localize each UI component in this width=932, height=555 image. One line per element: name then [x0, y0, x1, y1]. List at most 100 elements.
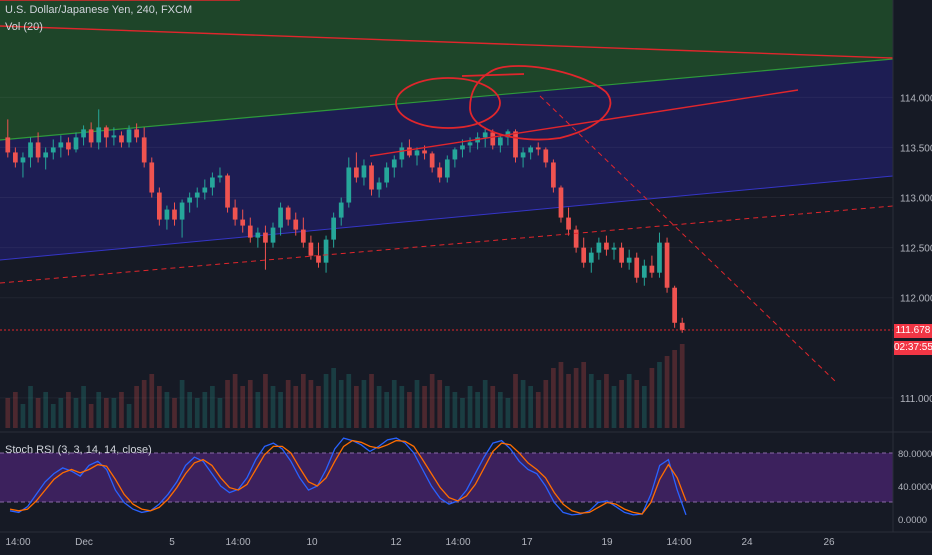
volume-bar	[497, 392, 503, 428]
price-tick-label: 113.500	[900, 143, 932, 154]
volume-bar	[300, 374, 306, 428]
candle-body	[300, 229, 306, 243]
dashed-projection-line[interactable]	[539, 95, 837, 383]
grid	[0, 96, 893, 399]
candle-body	[634, 257, 640, 278]
candle-body	[247, 225, 253, 238]
volume-bar	[649, 368, 655, 428]
volume-bar	[384, 392, 390, 428]
candle-body	[361, 165, 367, 178]
candle-body	[278, 207, 283, 228]
candle-body	[490, 132, 496, 146]
volume-bar	[657, 362, 662, 428]
volume-bar	[437, 380, 443, 428]
candle-body	[535, 147, 541, 150]
candle-body	[164, 209, 170, 220]
volume-bar	[316, 386, 321, 428]
candle-body	[20, 157, 26, 163]
candle-body	[210, 177, 215, 188]
highlight-ellipse-right[interactable]	[469, 65, 612, 141]
candle-body	[331, 217, 336, 240]
volume-bar	[126, 404, 132, 428]
candle-body	[73, 137, 79, 150]
stoch-tick-label: 0.0000	[898, 515, 927, 526]
volume-bar	[263, 374, 268, 428]
green-channel-line	[0, 58, 894, 141]
downtrend-line[interactable]	[0, 25, 894, 59]
volume-bar	[5, 398, 11, 428]
candle-body	[467, 142, 473, 146]
volume-bar	[20, 404, 26, 428]
volume-bar	[278, 392, 283, 428]
candle-body	[672, 287, 677, 323]
candle-body	[28, 142, 33, 158]
volume-bar	[551, 368, 556, 428]
candle-body	[566, 217, 571, 230]
volume-bar	[422, 386, 427, 428]
time-tick-label: 17	[521, 537, 533, 548]
price-tick-label: 112.500	[900, 244, 932, 255]
candle-body	[194, 192, 200, 198]
time-tick-label: Dec	[75, 537, 93, 548]
volume-bar	[156, 386, 162, 428]
volume-bar	[35, 398, 41, 428]
volume-bar	[407, 392, 412, 428]
candle-body	[520, 152, 526, 158]
candle-body	[626, 257, 632, 263]
volume-bar	[323, 374, 329, 428]
volume-bars	[5, 344, 685, 428]
volume-bar	[664, 356, 670, 428]
volume-bar	[467, 386, 473, 428]
stoch-rsi-label[interactable]: Stoch RSI (3, 3, 14, 14, close)	[5, 444, 152, 456]
price-axis[interactable]: 114.000 113.500 113.000 112.500 112.000 111.0…	[900, 93, 932, 405]
candle-body	[50, 147, 56, 153]
volume-bar	[210, 386, 215, 428]
candle-body	[285, 207, 291, 220]
volume-bar	[346, 374, 352, 428]
volume-bar	[588, 374, 594, 428]
support-line[interactable]	[369, 89, 799, 157]
candle-body	[369, 165, 374, 190]
volume-bar	[361, 380, 367, 428]
candle-body	[346, 167, 352, 203]
volume-bar	[573, 368, 579, 428]
candle-body	[437, 167, 443, 178]
candle-body	[551, 162, 556, 188]
candle-body	[81, 129, 86, 138]
candle-body	[422, 150, 427, 154]
volume-bar	[558, 362, 564, 428]
volume-label[interactable]: Vol (20)	[5, 21, 43, 33]
volume-bar	[535, 392, 541, 428]
candle-body	[43, 152, 49, 158]
volume-bar	[452, 392, 458, 428]
candle-body	[240, 219, 246, 226]
volume-bar	[103, 398, 109, 428]
time-tick-label: 26	[823, 537, 835, 548]
candle-body	[323, 239, 329, 263]
volume-bar	[308, 380, 314, 428]
volume-bar	[293, 386, 299, 428]
candle-body	[103, 127, 109, 138]
highlight-ellipse-left[interactable]	[395, 77, 501, 129]
volume-bar	[285, 380, 291, 428]
volume-bar	[119, 392, 124, 428]
candle-body	[149, 162, 155, 193]
candle-body	[558, 187, 564, 218]
candle-body	[58, 142, 64, 148]
highlight-top-line[interactable]	[461, 73, 525, 77]
candle-body	[399, 147, 405, 160]
candle-body	[641, 265, 647, 278]
time-axis[interactable]: 14:00 Dec 5 14:00 10 12 14:00 17 19 14:00 24 26	[5, 537, 835, 548]
green-channel-area	[0, 0, 893, 140]
volume-bar	[43, 392, 49, 428]
volume-bar	[179, 380, 185, 428]
stoch-d-line	[9, 439, 687, 515]
volume-bar	[217, 398, 223, 428]
candle-body	[513, 131, 518, 158]
candle-body	[384, 167, 390, 183]
stoch-axis[interactable]: 80.0000 40.0000 0.0000	[898, 449, 932, 526]
symbol-title[interactable]: U.S. Dollar/Japanese Yen, 240, FXCM	[5, 4, 193, 16]
candle-body	[156, 192, 162, 220]
